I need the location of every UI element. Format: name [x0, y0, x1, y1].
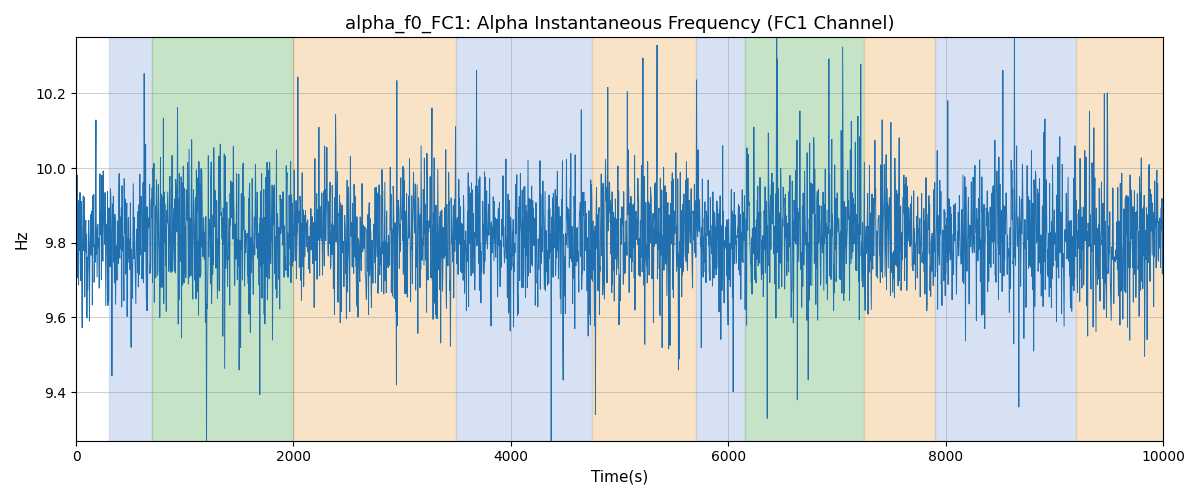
Bar	[744, 38, 864, 440]
Bar	[696, 38, 744, 440]
X-axis label: Time(s): Time(s)	[590, 470, 648, 485]
Bar	[864, 38, 935, 440]
Bar	[456, 38, 593, 440]
Bar	[109, 38, 152, 440]
Bar	[1076, 38, 1163, 440]
Bar	[593, 38, 696, 440]
Bar	[294, 38, 456, 440]
Title: alpha_f0_FC1: Alpha Instantaneous Frequency (FC1 Channel): alpha_f0_FC1: Alpha Instantaneous Freque…	[344, 15, 894, 34]
Bar	[152, 38, 294, 440]
Y-axis label: Hz: Hz	[14, 230, 30, 249]
Bar	[935, 38, 1076, 440]
